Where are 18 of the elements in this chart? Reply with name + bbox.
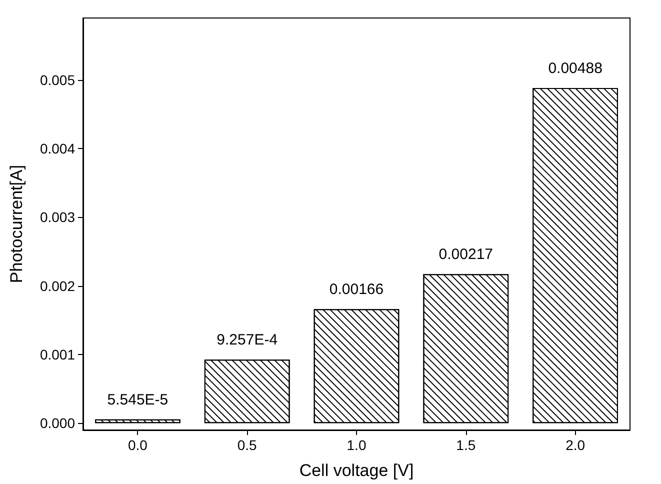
x-tick-label: 2.0 — [566, 437, 586, 453]
x-tick-label: 1.5 — [456, 437, 476, 453]
y-tick-label: 0.005 — [40, 72, 76, 88]
y-tick-label: 0.003 — [40, 209, 76, 226]
data-label: 5.545E-5 — [107, 391, 168, 408]
x-tick-label: 0.5 — [237, 437, 258, 453]
x-tick-label: 1.0 — [346, 437, 366, 453]
y-tick-label: 0.004 — [40, 140, 76, 156]
data-label: 0.00488 — [548, 60, 602, 78]
data-label: 9.257E-4 — [216, 332, 278, 349]
data-label: 0.00166 — [329, 281, 384, 298]
data-label: 0.00217 — [438, 246, 494, 264]
y-tick-label: 0.000 — [40, 415, 76, 432]
y-tick-label: 0.001 — [40, 346, 76, 362]
y-axis-title: Photocurrent[A] — [7, 164, 26, 284]
x-axis-title: Cell voltage [V] — [299, 461, 414, 480]
y-tick-label: 0.002 — [40, 278, 76, 294]
x-tick-label: 0.0 — [128, 437, 148, 453]
